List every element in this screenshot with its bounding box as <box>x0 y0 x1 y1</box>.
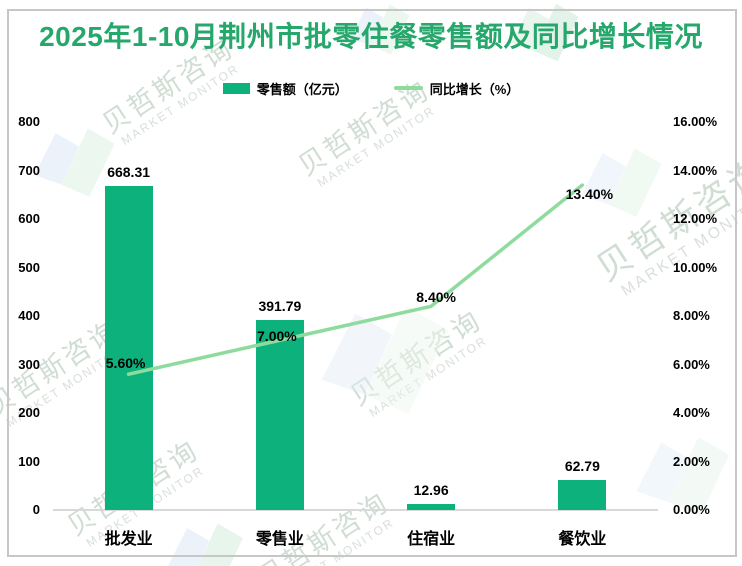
bar-住宿业 <box>407 503 456 510</box>
right-axis: 16.00% 14.00% 12.00% 10.00% 8.00% 6.00% 4.00% 2… <box>673 0 739 566</box>
y2-axis-tick-label: 8.00% <box>673 308 710 323</box>
y-axis-tick-label: 800 <box>18 114 40 129</box>
y-axis-tick-label: 100 <box>18 453 40 469</box>
y2-axis-tick-label: 16.00% <box>673 114 718 129</box>
y2-axis-tick-label: 4.00% <box>673 405 710 420</box>
y2-axis-tick-label: 2.00% <box>673 453 710 469</box>
watermark-logo-icon <box>321 305 449 414</box>
y-axis-tick-label: 200 <box>18 405 40 420</box>
legend-item-bar: 零售额（亿元） <box>222 79 348 98</box>
bar-零售业 <box>255 319 304 510</box>
watermark-logo-icon <box>636 436 730 517</box>
line-series <box>126 183 585 376</box>
y-axis-tick-label: 0 <box>32 502 40 517</box>
x-axis-categories: 批发业 零售业 住宿业 餐饮业 <box>0 525 742 548</box>
y2-axis-tick-label: 14.00% <box>673 162 718 178</box>
left-axis: 800 700 600 500 400 300 200 100 0 <box>0 0 40 566</box>
legend-bar-swatch <box>222 82 250 94</box>
bar-餐饮业 <box>558 479 607 510</box>
y-axis-tick-label: 400 <box>18 308 40 323</box>
y-axis-tick-label: 500 <box>18 259 40 275</box>
chart-title: 2025年1-10月荆州市批零住餐零售额及同比增长情况 <box>39 21 703 52</box>
x-axis-line <box>53 509 658 511</box>
y-axis-tick-label: 300 <box>18 356 40 372</box>
legend-item-line: 同比增长（%） <box>393 79 520 98</box>
x-axis-category-label: 餐饮业 <box>558 531 607 548</box>
x-axis-category-label: 住宿业 <box>407 531 456 548</box>
watermark-logo-icon <box>350 4 410 55</box>
legend-line-swatch <box>393 86 423 90</box>
x-axis-category-label: 批发业 <box>104 531 153 548</box>
legend-line-label: 同比增长（%） <box>429 81 520 97</box>
legend-bar-label: 零售额（亿元） <box>256 81 348 97</box>
watermark-logo-icon <box>511 3 579 62</box>
growth-line <box>126 183 585 376</box>
x-axis-category-label: 零售业 <box>255 531 304 548</box>
watermark-logo-icon <box>581 148 662 217</box>
bar-批发业 <box>104 185 153 510</box>
plot-area <box>53 122 658 511</box>
y-axis-tick-label: 700 <box>18 162 40 178</box>
y-axis-tick-label: 600 <box>18 211 40 226</box>
y2-axis-tick-label: 6.00% <box>673 356 710 372</box>
y2-axis-tick-label: 0.00% <box>673 502 710 517</box>
legend: 零售额（亿元） 同比增长（%） <box>0 78 742 98</box>
y2-axis-tick-label: 10.00% <box>673 259 718 275</box>
watermark-logo-icon <box>34 128 115 197</box>
y2-axis-tick-label: 12.00% <box>673 211 718 226</box>
